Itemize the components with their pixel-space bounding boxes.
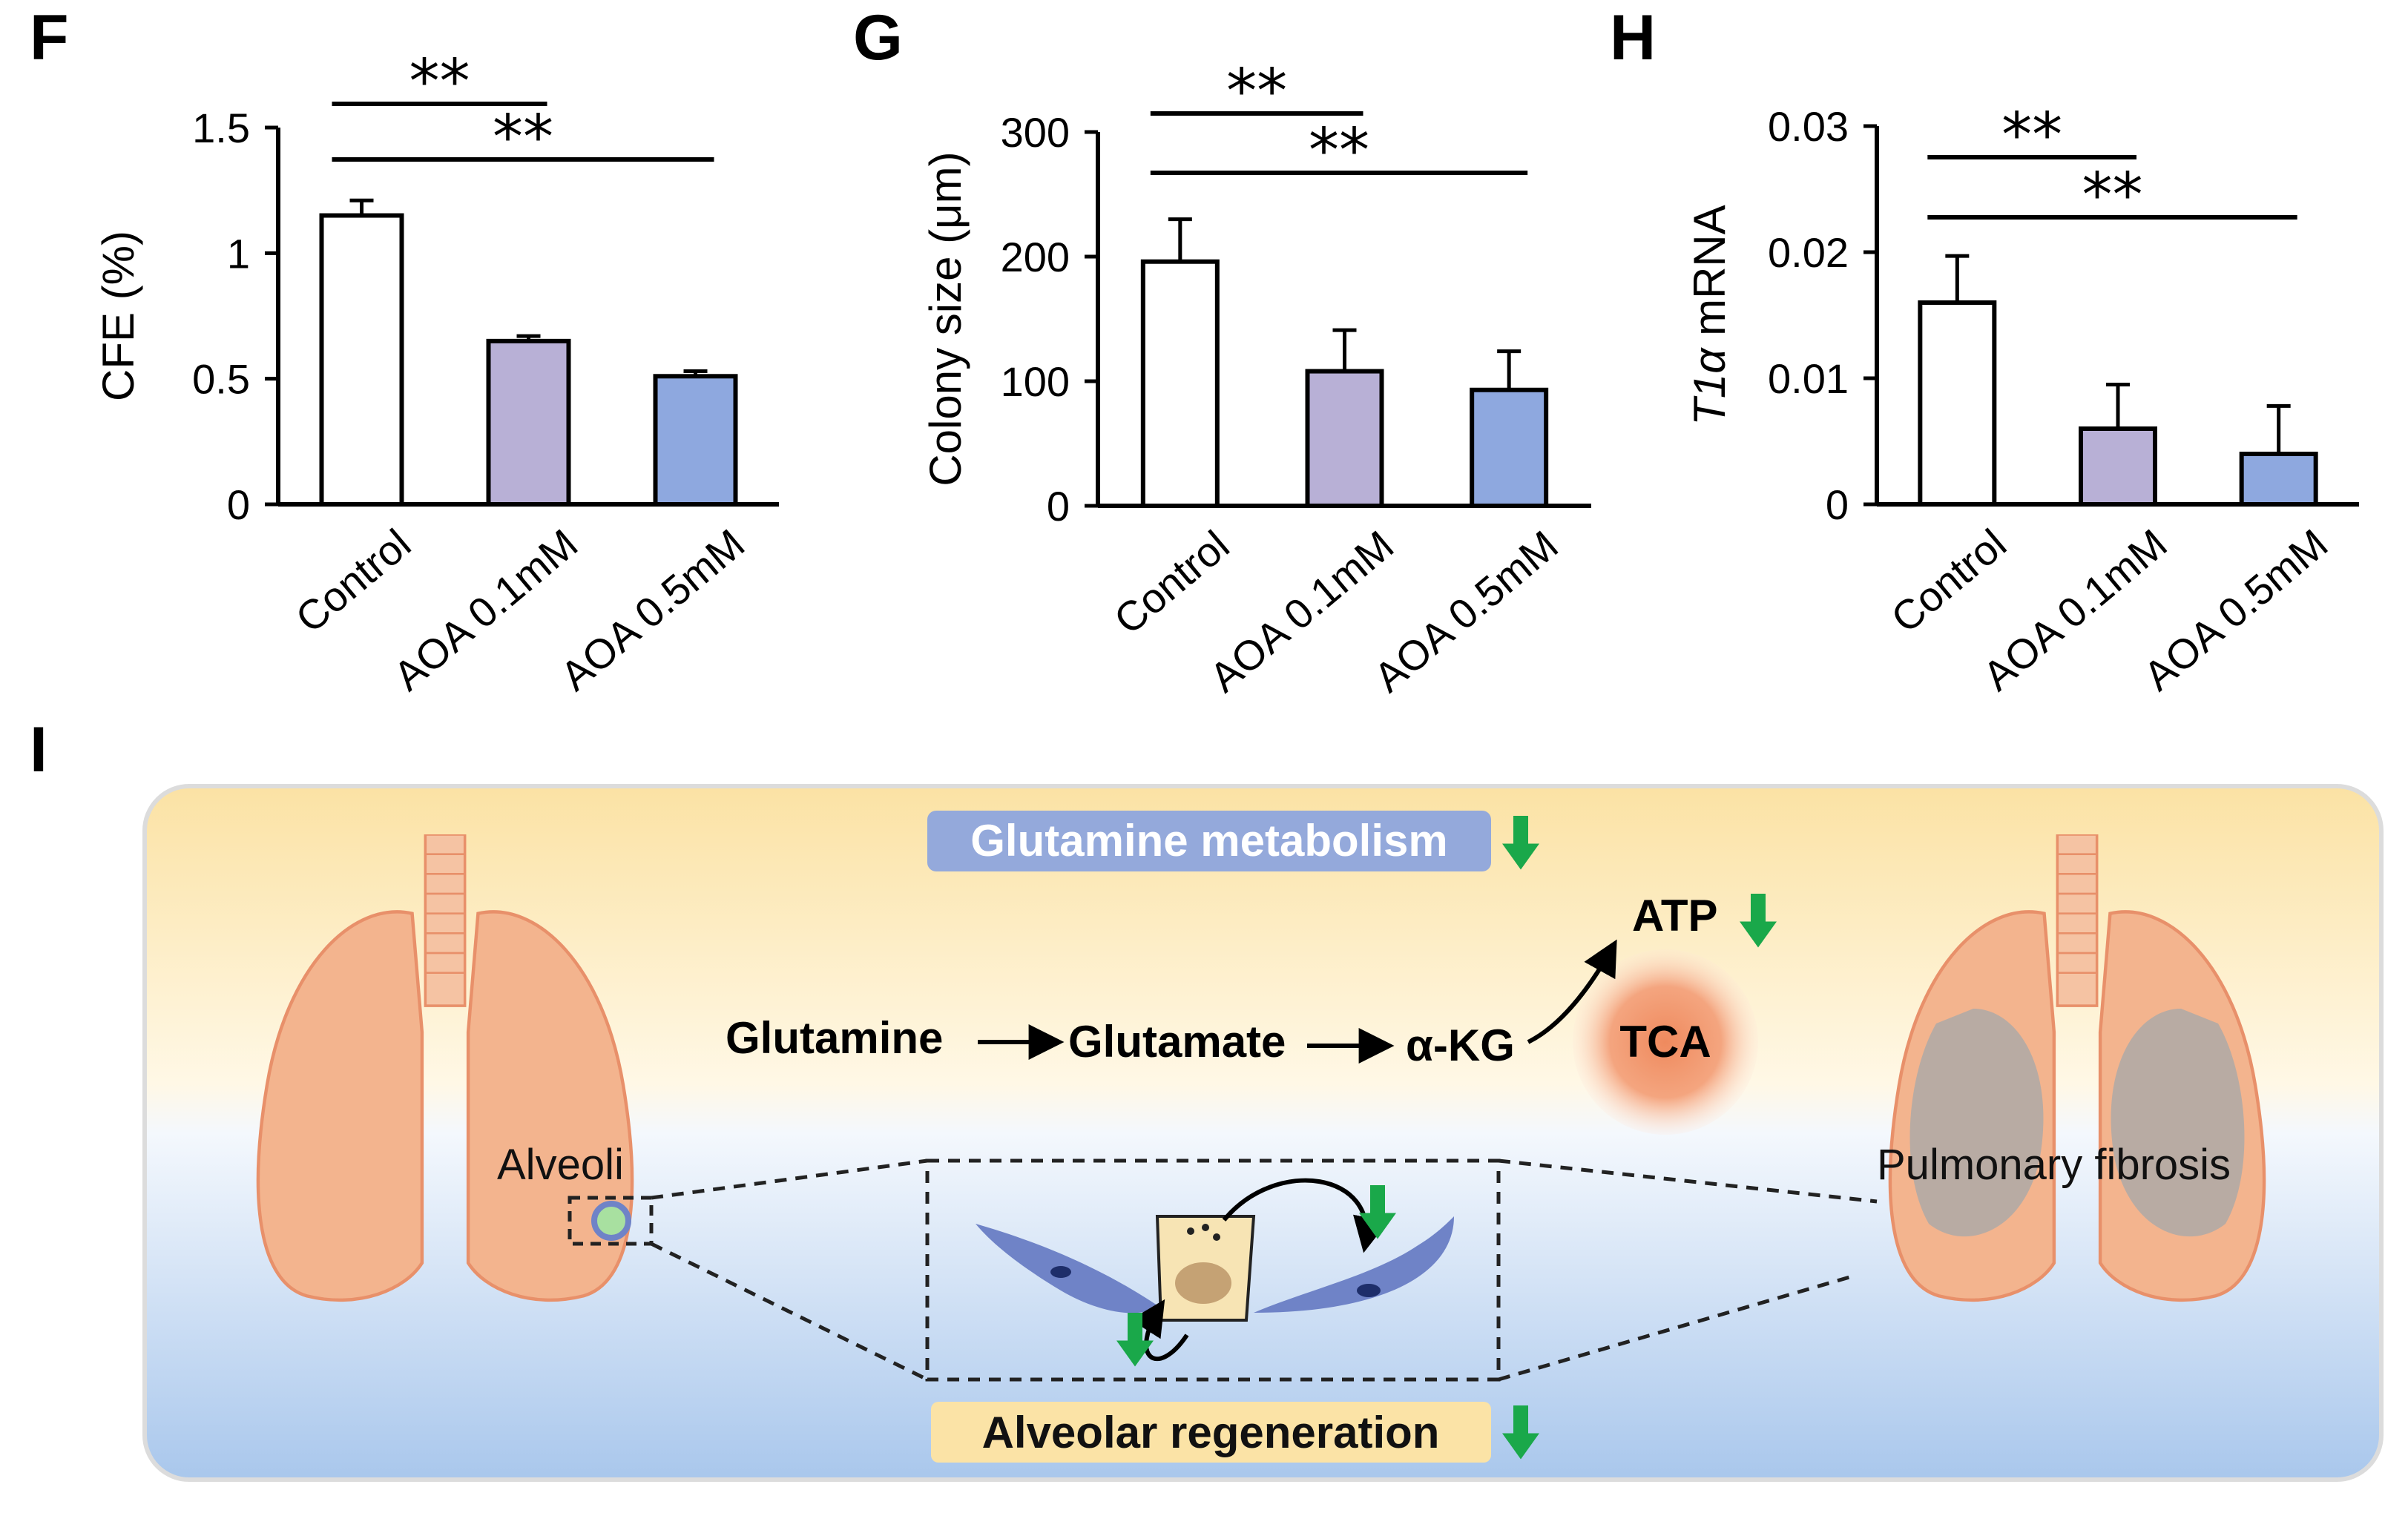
- alveolar-regeneration-label: Alveolar regeneration: [982, 1408, 1440, 1457]
- significance-label: **: [493, 102, 553, 173]
- bar: [1305, 369, 1384, 508]
- bar: [2079, 426, 2157, 507]
- y-axis-label: CFE (%): [93, 231, 143, 401]
- y-tick-label: 1.5: [192, 105, 250, 151]
- bar: [653, 374, 738, 507]
- y-tick-label: 0: [227, 481, 250, 528]
- y-tick-label: 200: [1001, 234, 1070, 280]
- y-tick-label: 100: [1001, 358, 1070, 405]
- significance-label: **: [409, 47, 470, 117]
- y-tick-label: 0.01: [1768, 355, 1849, 402]
- schematic-i: I Alveoli Pulmonary fibrosis Glutamine m…: [30, 714, 2384, 1482]
- pathway-glutamate: Glutamate: [1068, 1017, 1286, 1067]
- fibrotic-lung: [1890, 834, 2264, 1300]
- bar: [486, 338, 571, 507]
- panel-letter-h: H: [1610, 2, 1656, 73]
- chart-g: G 0 100 200 300 Colony size (μm) Control AOA …: [853, 2, 1591, 701]
- atp-label: ATP: [1632, 891, 1718, 940]
- y-axis-label: Colony size (μm): [921, 151, 970, 486]
- alveolar-cells-illustration: [976, 1178, 1454, 1361]
- alveolar-regeneration-box: [931, 1402, 1491, 1463]
- panel-letter-f: F: [30, 2, 69, 73]
- glutamine-metabolism-box: [927, 811, 1491, 871]
- alveoli-label: Alveoli: [497, 1141, 624, 1189]
- alveolus-icon: [591, 1201, 631, 1241]
- bar: [1470, 387, 1549, 509]
- y-tick-label: 0.03: [1768, 103, 1849, 150]
- x-tick-label: Control: [286, 520, 419, 642]
- pathway-glutamine: Glutamine: [726, 1013, 943, 1063]
- y-tick-label: 0: [1826, 481, 1849, 528]
- alveoli-zoom-box: [568, 1196, 654, 1246]
- bar: [2239, 452, 2318, 507]
- tca-label: TCA: [1619, 1017, 1711, 1067]
- significance-label: **: [2001, 100, 2062, 171]
- x-tick-label: AOA 0.1mM: [384, 520, 586, 699]
- y-tick-label: 0: [1047, 483, 1070, 530]
- zoom-lines: [650, 1158, 1878, 1382]
- x-tick-label: AOA 0.5mM: [1365, 521, 1567, 701]
- panel-letter-i: I: [30, 714, 47, 785]
- bar: [1140, 259, 1220, 508]
- schematic-background: [142, 784, 2384, 1482]
- bar: [319, 213, 404, 507]
- y-tick-label: 0.02: [1768, 229, 1849, 276]
- tca-blob: [1573, 949, 1758, 1135]
- x-tick-label: Control: [1882, 520, 2015, 642]
- y-axis-label: T1α mRNA: [1685, 205, 1734, 426]
- pathway-arrow-to-atp: [1527, 939, 1617, 1044]
- x-tick-label: AOA 0.5mM: [551, 520, 753, 699]
- panel-letter-g: G: [853, 2, 903, 73]
- significance-label: **: [2082, 160, 2143, 231]
- glutamine-metabolism-label: Glutamine metabolism: [970, 816, 1447, 866]
- x-tick-label: Control: [1105, 521, 1238, 643]
- significance-label: **: [1309, 116, 1369, 186]
- pulmonary-fibrosis-label: Pulmonary fibrosis: [1877, 1141, 2231, 1189]
- y-tick-label: 1: [227, 230, 250, 277]
- pathway-akg: α-KG: [1406, 1021, 1515, 1070]
- bar: [1918, 300, 1997, 507]
- y-tick-label: 0.5: [192, 356, 250, 403]
- y-tick-label: 300: [1001, 109, 1070, 156]
- significance-label: **: [1226, 56, 1287, 127]
